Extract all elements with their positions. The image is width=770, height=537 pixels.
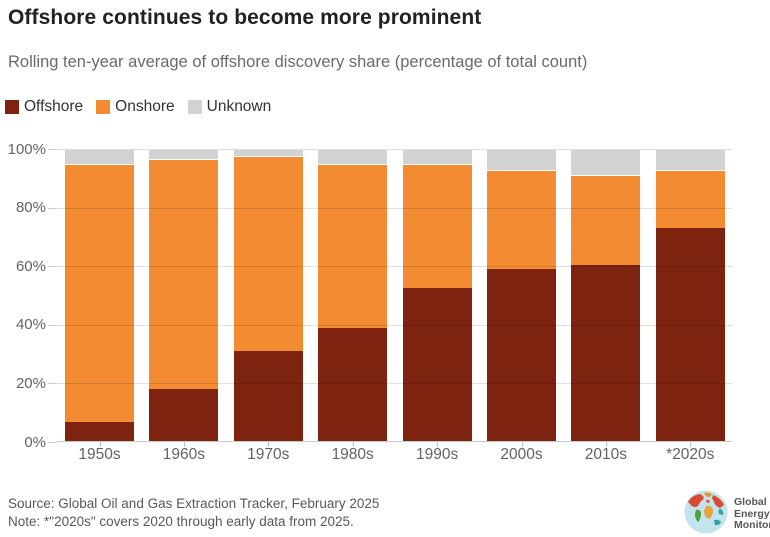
bar-2020s[interactable]	[655, 149, 725, 442]
legend-swatch-onshore	[96, 100, 111, 114]
note-line: Note: *"2020s" covers 2020 through early…	[8, 514, 354, 529]
y-axis-tick	[48, 383, 57, 385]
segment-unknown[interactable]	[65, 149, 134, 164]
stacked-bar-chart: 0% 20% 40% 60% 80% 100% 1950s 1960s 1970s 1980s 1…	[7, 140, 732, 463]
segment-offshore[interactable]	[149, 389, 219, 442]
x-axis-label: 1990s	[415, 446, 459, 463]
chart-subtitle: Rolling ten-year average of offshore dis…	[8, 53, 588, 71]
source-line: Source: Global Oil and Gas Extraction Tr…	[8, 496, 380, 511]
segment-unknown[interactable]	[487, 149, 556, 170]
legend-item-onshore: Onshore	[96, 98, 175, 116]
plot-area	[57, 149, 732, 442]
legend-label: Onshore	[115, 98, 175, 115]
segment-onshore[interactable]	[655, 169, 725, 229]
legend-item-offshore: Offshore	[5, 98, 83, 116]
x-axis-label: 1980s	[331, 446, 374, 463]
globe-icon	[684, 490, 728, 537]
segment-offshore[interactable]	[233, 351, 303, 442]
segment-offshore[interactable]	[487, 269, 556, 442]
y-axis-label: 40%	[15, 316, 46, 334]
x-axis-tick	[352, 442, 354, 447]
segment-offshore[interactable]	[318, 327, 388, 442]
segment-offshore[interactable]	[65, 421, 134, 442]
legend-swatch-unknown	[187, 100, 202, 114]
y-axis-label: 100%	[7, 140, 46, 158]
y-axis-label: 20%	[15, 374, 46, 392]
bar-1960s[interactable]	[149, 149, 219, 442]
gem-logo[interactable]: Global Energy Monitor	[684, 490, 770, 537]
segment-onshore[interactable]	[487, 169, 556, 270]
x-axis-tick	[521, 442, 523, 447]
x-axis-label: 1960s	[162, 446, 205, 463]
segment-onshore[interactable]	[233, 156, 303, 352]
footer-notes: Source: Global Oil and Gas Extraction Tr…	[8, 495, 379, 531]
x-axis-tick	[183, 442, 185, 447]
legend-swatch-offshore	[5, 100, 19, 114]
segment-unknown[interactable]	[402, 149, 472, 164]
bar-2000s[interactable]	[487, 149, 556, 442]
x-axis-tick	[437, 442, 439, 447]
page-title: Offshore continues to become more promin…	[8, 6, 482, 29]
segment-unknown[interactable]	[655, 149, 725, 170]
segment-unknown[interactable]	[318, 149, 388, 164]
y-axis-label: 80%	[15, 199, 46, 217]
x-axis-tick	[268, 442, 270, 447]
x-axis-label: *2020s	[666, 446, 715, 463]
segment-unknown[interactable]	[233, 149, 303, 157]
x-axis-label: 2000s	[500, 446, 543, 463]
x-axis-line	[57, 441, 732, 442]
segment-onshore[interactable]	[318, 163, 388, 328]
y-axis-label: 0%	[24, 433, 46, 451]
x-axis-tick	[605, 442, 607, 447]
segment-unknown[interactable]	[149, 149, 219, 160]
segment-offshore[interactable]	[655, 228, 725, 442]
x-axis-label: 1970s	[247, 446, 290, 463]
segment-onshore[interactable]	[402, 163, 472, 289]
legend-item-unknown: Unknown	[187, 98, 272, 116]
x-axis-label: 2010s	[584, 446, 627, 463]
segment-onshore[interactable]	[571, 175, 641, 265]
y-axis-tick	[48, 266, 57, 268]
segment-offshore[interactable]	[402, 288, 472, 442]
y-axis-tick	[48, 149, 57, 150]
bar-2010s[interactable]	[571, 149, 641, 442]
bar-1950s[interactable]	[65, 149, 134, 442]
legend-label: Offshore	[24, 98, 84, 115]
segment-unknown[interactable]	[571, 149, 641, 176]
gem-logo-text[interactable]: Global Energy Monitor	[734, 496, 770, 532]
legend-label: Unknown	[206, 98, 272, 115]
y-axis-tick	[48, 442, 57, 443]
y-axis-tick	[48, 324, 57, 326]
x-axis-tick	[690, 442, 692, 447]
x-axis-tick	[99, 442, 101, 447]
segment-onshore[interactable]	[149, 159, 219, 390]
bar-1970s[interactable]	[233, 149, 303, 442]
segment-offshore[interactable]	[571, 264, 641, 442]
x-axis-label: 1950s	[78, 446, 121, 463]
segment-onshore[interactable]	[65, 163, 134, 422]
y-axis-tick	[48, 207, 57, 209]
bar-1980s[interactable]	[318, 149, 388, 442]
bar-1990s[interactable]	[402, 149, 472, 442]
chart-legend: Offshore Onshore Unknown	[5, 98, 284, 116]
y-axis-label: 60%	[15, 257, 46, 275]
